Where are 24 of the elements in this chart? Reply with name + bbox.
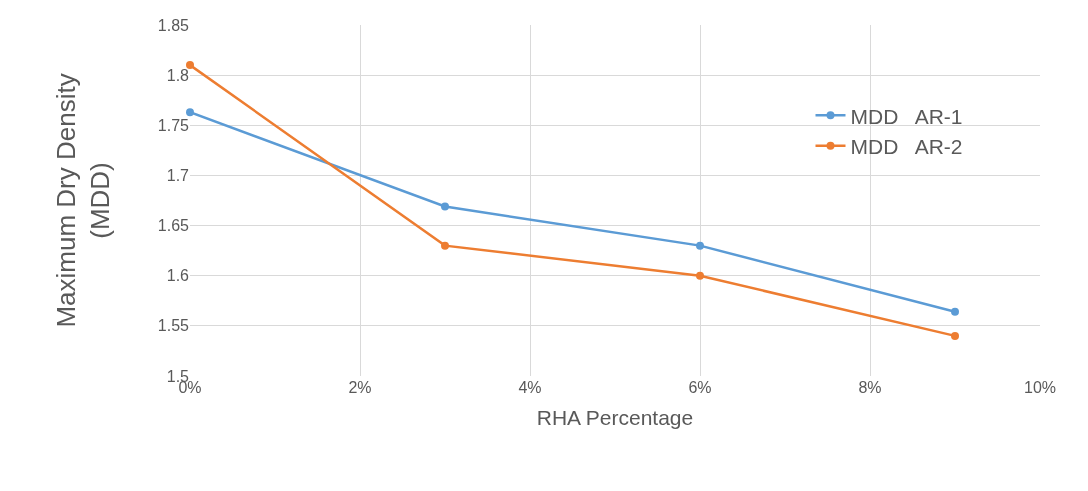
point <box>951 331 959 340</box>
y-tick-label: 1.85 <box>157 16 190 34</box>
x-tick-label: 4% <box>518 379 542 396</box>
legend-label: MDD AR-2 <box>850 134 963 158</box>
legend-label: MDD AR-1 <box>850 104 963 128</box>
y-tick-label: 1.6 <box>166 267 190 285</box>
x-tick-label: 6% <box>688 379 712 396</box>
point <box>441 241 449 250</box>
x-tick-label: 10% <box>1023 379 1057 396</box>
x-axis-title: RHA Percentage <box>536 406 694 430</box>
point <box>951 307 959 316</box>
y-tick-label: 1.7 <box>166 167 190 185</box>
point <box>696 271 704 280</box>
x-tick-label: 2% <box>348 379 372 396</box>
y-tick-label: 1.75 <box>157 116 190 134</box>
point <box>696 241 704 250</box>
y-axis-title: Maximum Dry Density (MDD) <box>51 73 116 328</box>
x-tick-label: 8% <box>858 379 882 396</box>
point <box>441 202 449 211</box>
y-tick-label: 1.8 <box>166 66 190 84</box>
point <box>186 61 194 70</box>
point <box>186 108 194 117</box>
y-tick-label: 1.55 <box>157 317 190 335</box>
y-tick-label: 1.65 <box>157 217 190 235</box>
